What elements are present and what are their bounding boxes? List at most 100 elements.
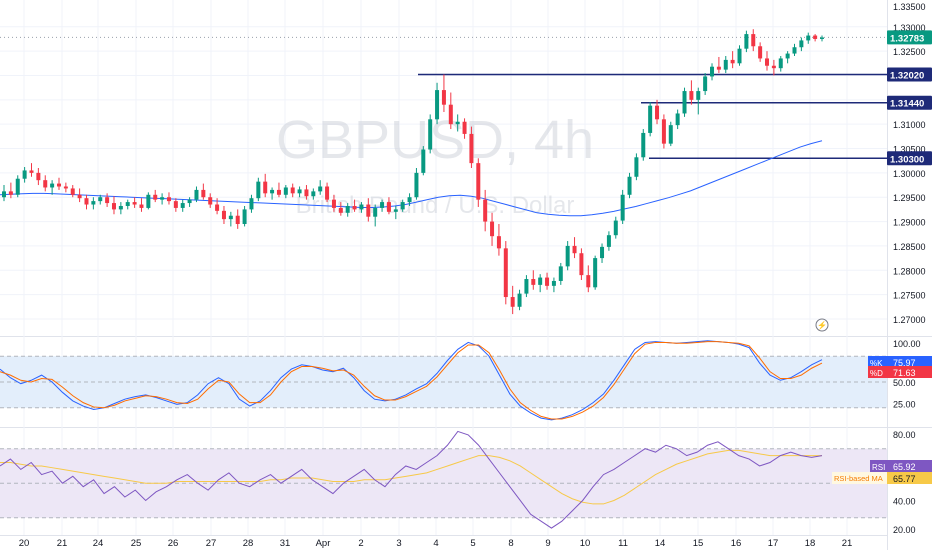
candle-body [380, 202, 385, 208]
level-price-badge-bg [887, 151, 932, 166]
time-axis-label: 10 [580, 538, 591, 549]
candle-body [166, 197, 171, 202]
candle-body [455, 121, 460, 125]
stoch-series-line [0, 340, 823, 421]
candle-body [799, 40, 804, 48]
candle-body [91, 201, 96, 205]
level-price-badge-bg [887, 95, 932, 110]
candle-body [297, 189, 302, 194]
candle-body [208, 197, 213, 205]
price-tick-label: 1.27000 [893, 315, 926, 325]
time-axis-label: 8 [508, 538, 513, 549]
candle-body [655, 105, 660, 120]
candle-body [524, 279, 529, 294]
candle-body [579, 253, 584, 276]
stoch-legend-badge-bg [868, 366, 887, 378]
candle-body [813, 35, 818, 39]
last-price-badge: 1.32783 [890, 33, 924, 44]
candle-body [600, 246, 605, 259]
stoch-legend-name: %K [870, 359, 883, 368]
candle-body [311, 191, 316, 197]
candle-body [263, 181, 268, 194]
candle-body [276, 189, 281, 195]
moving-average-line [0, 140, 823, 217]
candle-body [565, 245, 570, 267]
level-price-badge-bg [887, 67, 932, 82]
candle-body [716, 66, 721, 70]
candle-body [627, 176, 632, 195]
candle-body [820, 37, 824, 39]
price-tick-label: 1.32500 [893, 47, 926, 57]
candle-body [304, 189, 309, 197]
candle-body [318, 186, 323, 192]
candle-body [77, 194, 82, 199]
candle-body [153, 194, 158, 200]
rsi-series-line [0, 449, 822, 505]
stoch-series-line [0, 341, 823, 420]
time-axis-label: 14 [655, 538, 666, 549]
time-axis-label: Apr [316, 538, 331, 549]
candle-body [751, 34, 756, 47]
candle-body [70, 188, 75, 195]
candle-body [29, 170, 34, 173]
candle-body [778, 58, 783, 69]
candle-body [283, 187, 288, 195]
level-price-badge: 1.30300 [890, 154, 924, 165]
candle-body [111, 203, 116, 210]
candle-body [242, 209, 247, 224]
time-axis-label: 5 [470, 538, 475, 549]
candle-body [648, 105, 653, 133]
watermark-symbol: GBPUSD, 4h [276, 110, 594, 170]
candle-body [469, 133, 474, 164]
candle-body [139, 204, 144, 208]
candle-body [441, 90, 446, 105]
time-axis-label: 9 [545, 538, 550, 549]
watermark-description: British Pound / U.S. Dollar [296, 192, 575, 219]
candle-body [421, 149, 426, 173]
candle-body [118, 205, 123, 210]
candle-body [43, 180, 48, 188]
candle-body [270, 189, 275, 194]
candle-body [352, 205, 357, 210]
stoch-value-badge-bg [887, 366, 932, 378]
rsi-tick-label: 40.00 [893, 496, 916, 506]
stoch-tick-label: 25.00 [893, 400, 916, 410]
candle-body [435, 90, 440, 120]
candle-body [538, 277, 543, 285]
candle-body [551, 280, 556, 286]
time-axis-label: 15 [693, 538, 704, 549]
candle-body [641, 132, 646, 158]
candle-body [765, 58, 770, 66]
time-axis-label: 25 [131, 538, 142, 549]
candle-body [125, 202, 130, 206]
stoch-tick-label: 50.00 [893, 378, 916, 388]
candle-body [15, 178, 20, 195]
rsi-value-badge: 65.92 [893, 462, 916, 472]
candle-body [228, 215, 233, 220]
lightning-icon[interactable] [815, 318, 829, 332]
rsi-series-line [0, 430, 823, 529]
candle-body [414, 172, 419, 198]
rsi-ma-legend-badge-bg [832, 472, 887, 484]
time-axis-label: 11 [618, 538, 628, 549]
time-axis-label: 24 [93, 538, 104, 549]
time-axis-label: 31 [280, 538, 291, 549]
candle-body [620, 194, 625, 221]
candle-body [407, 197, 412, 203]
candle-body [661, 119, 666, 144]
candle-body [56, 183, 61, 187]
candle-body [448, 104, 453, 125]
stoch-tick-label: 100.00 [893, 339, 921, 349]
time-axis-label: 18 [805, 538, 816, 549]
time-axis-label: 17 [768, 538, 779, 549]
candle-body [668, 125, 673, 144]
level-price-badge: 1.31440 [890, 99, 924, 110]
candle-body [400, 202, 405, 210]
candle-body [606, 235, 611, 247]
time-axis-label: 16 [731, 538, 742, 549]
time-axis-label: 3 [396, 538, 401, 549]
candle-body [221, 210, 226, 220]
price-tick-label: 1.31000 [893, 120, 926, 130]
